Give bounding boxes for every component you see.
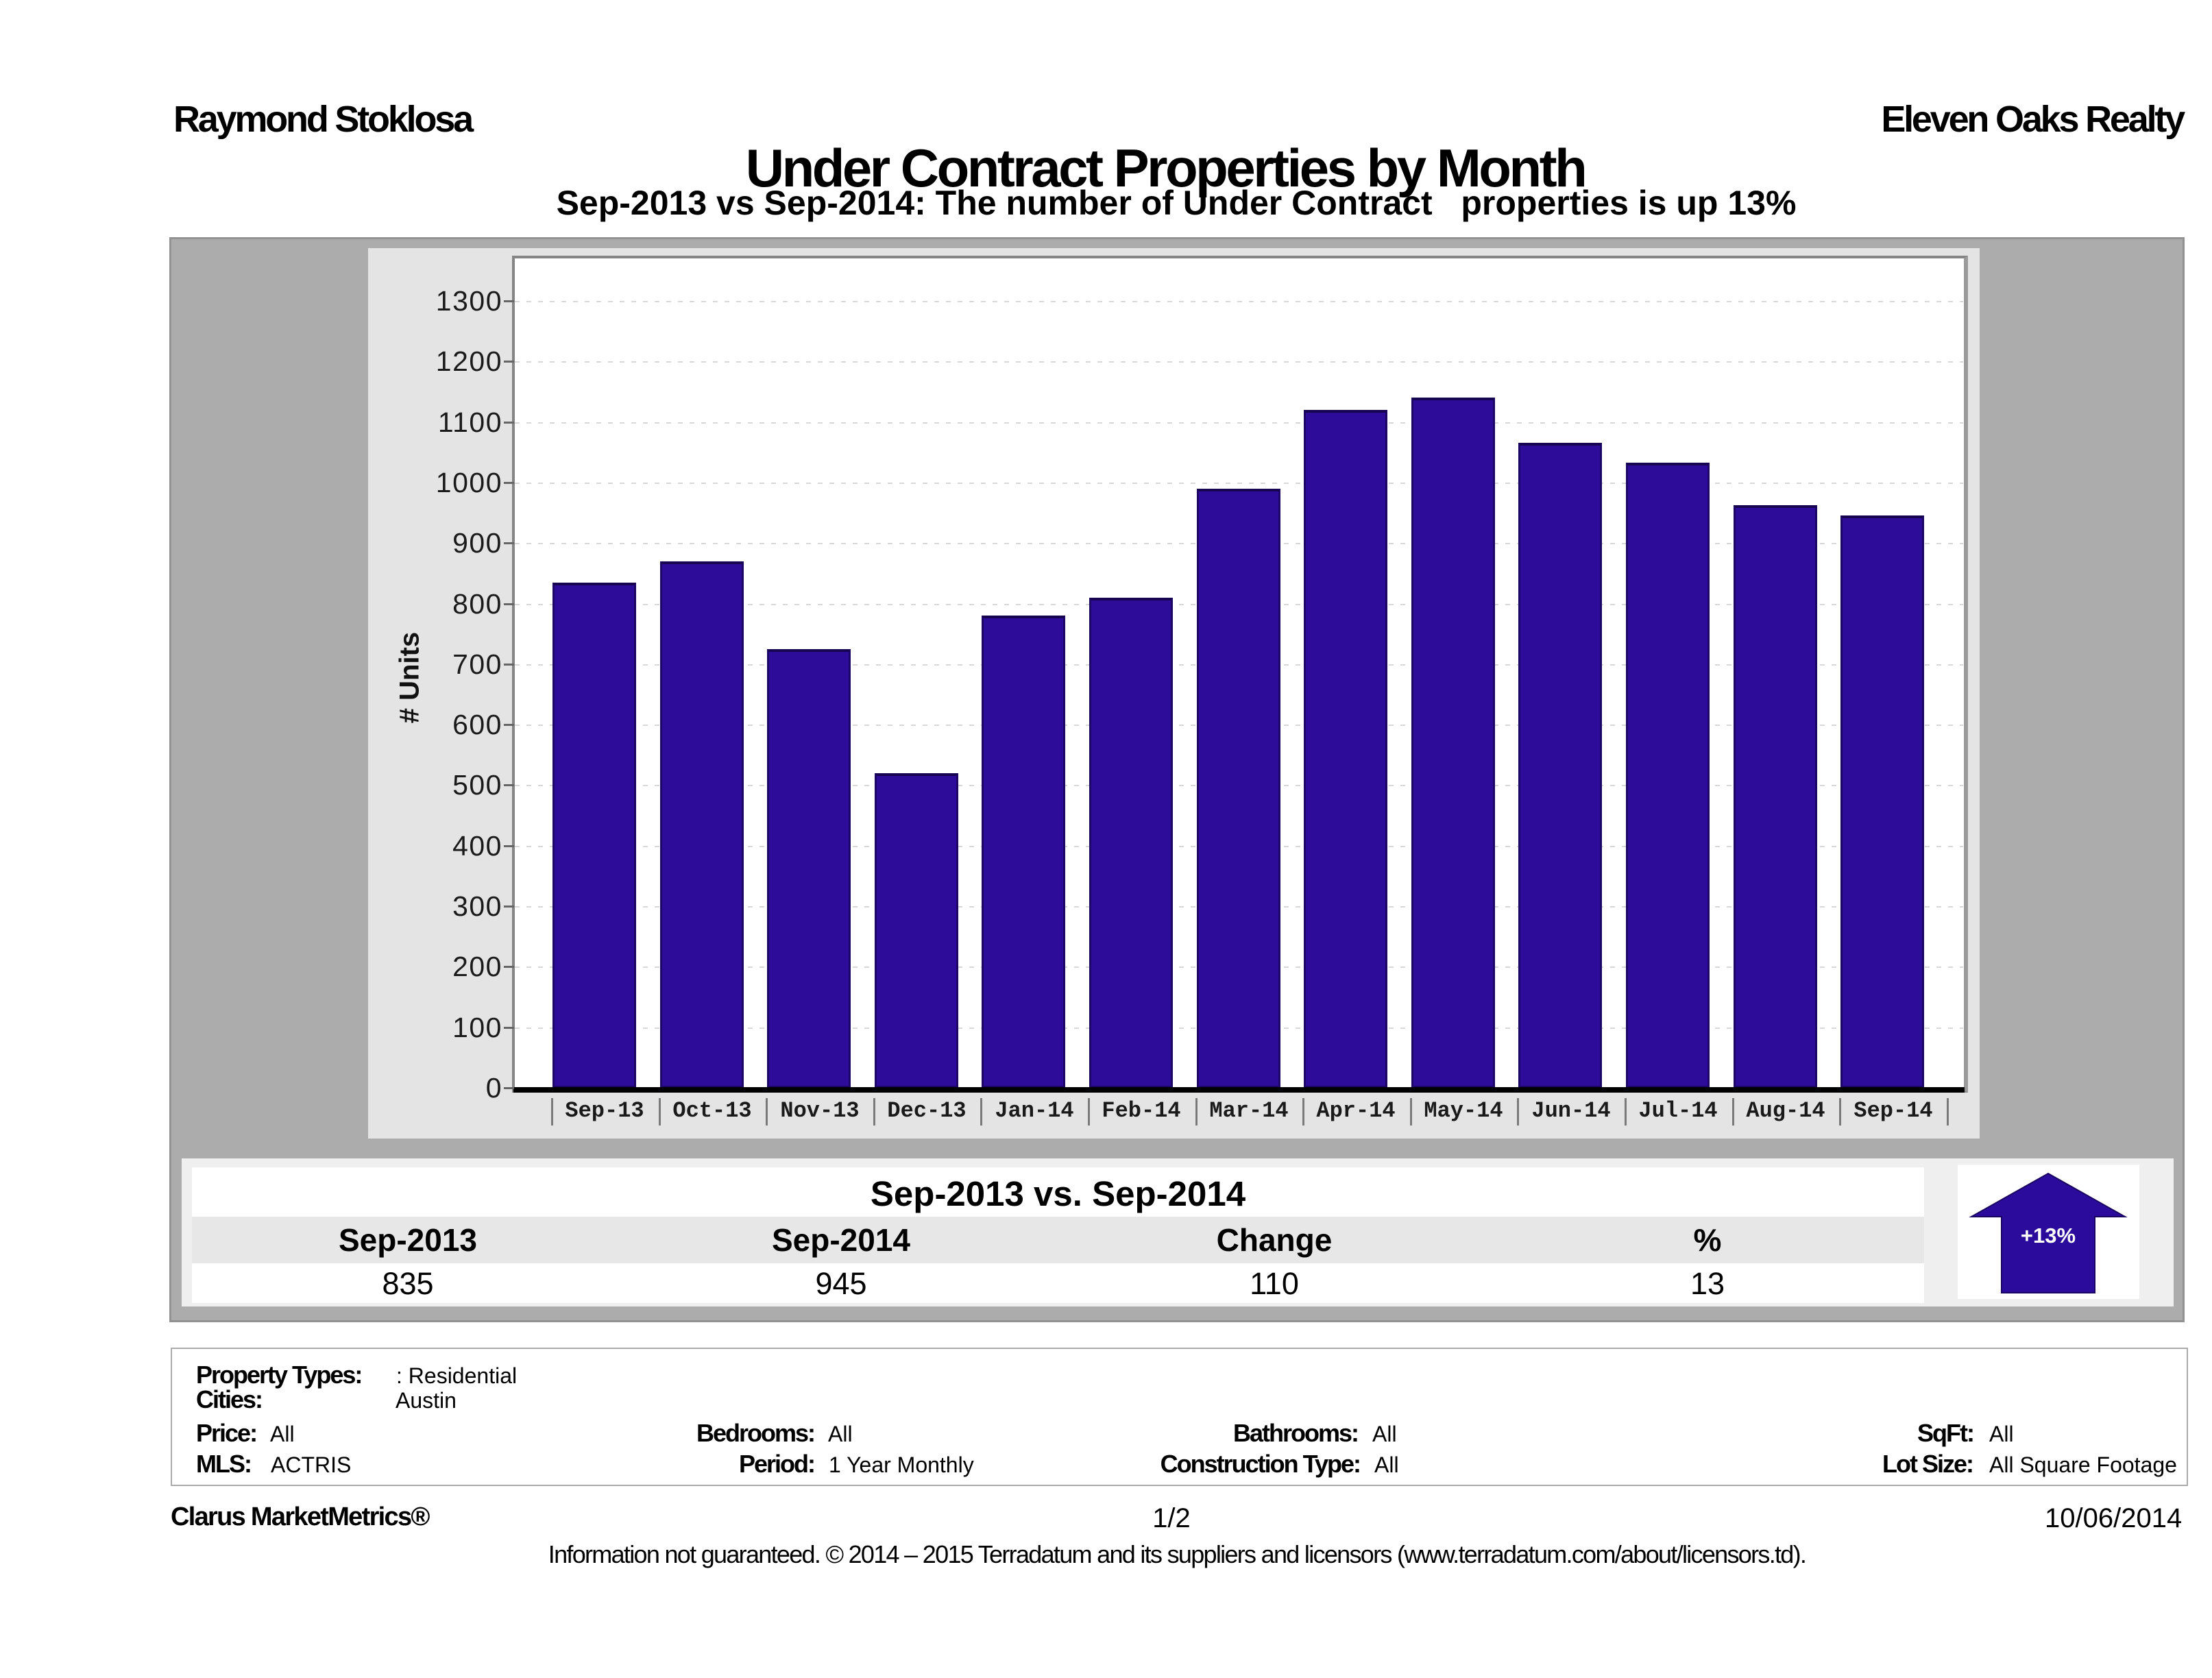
svg-text:+13%: +13%	[2021, 1224, 2076, 1248]
